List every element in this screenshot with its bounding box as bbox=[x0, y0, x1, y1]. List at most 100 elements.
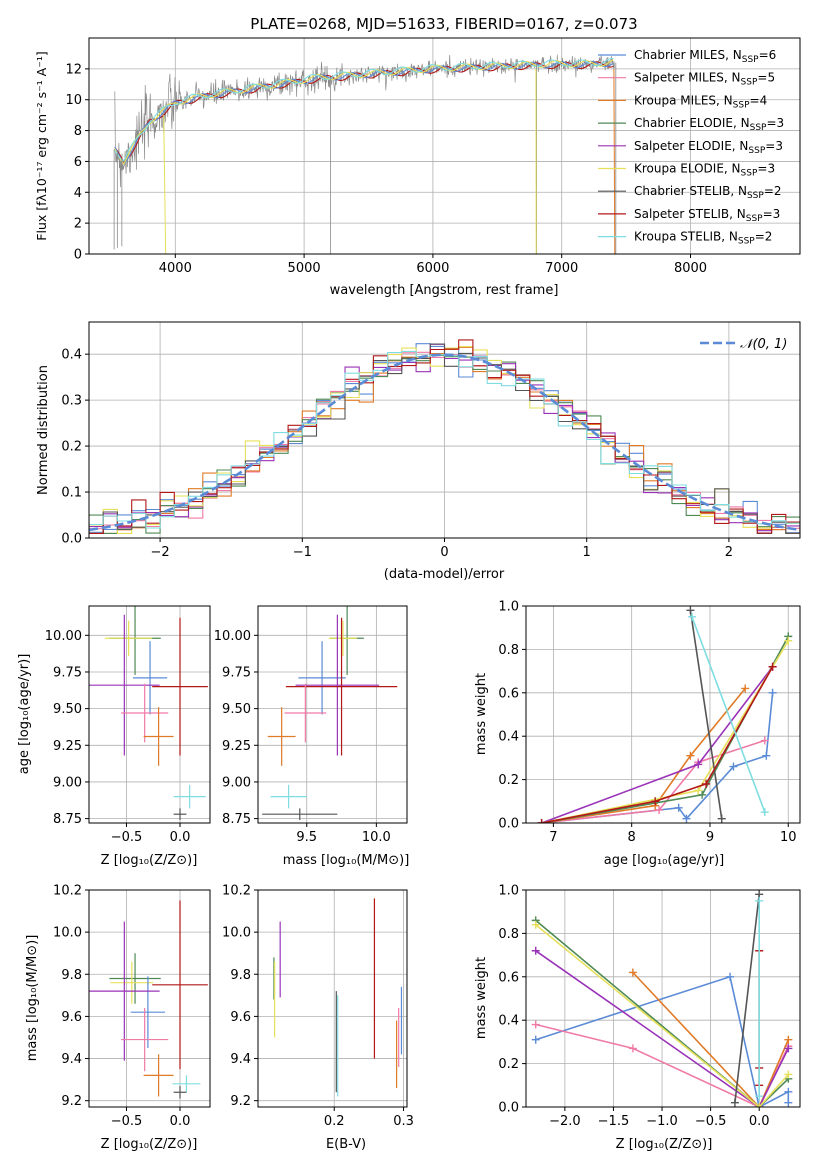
y-tick-label: 0.6 bbox=[498, 970, 519, 985]
y-label: mass weight bbox=[474, 673, 489, 755]
y-tick-label: 10.2 bbox=[53, 884, 82, 899]
weight-marker bbox=[784, 1070, 793, 1079]
x-tick-label: 9.5 bbox=[296, 830, 317, 845]
x-tick-label: −2 bbox=[151, 545, 170, 560]
x-tick-label: 0.0 bbox=[170, 1114, 191, 1129]
histogram-steps bbox=[89, 339, 800, 534]
weight-line-kroupa_elodie bbox=[535, 924, 789, 1107]
x-tick-label: 0.2 bbox=[324, 1114, 345, 1129]
weight-marker bbox=[717, 814, 726, 823]
weight_vs_age-frame bbox=[525, 605, 801, 824]
weight-marker bbox=[768, 688, 777, 697]
legend-label: Kroupa STELIB, NSSP=2 bbox=[634, 230, 772, 247]
y-tick-label: 0.6 bbox=[498, 686, 519, 701]
weight-line-kroupa_elodie bbox=[541, 640, 789, 823]
mass_vs_ebv-frame bbox=[257, 889, 408, 1108]
age_vs_mass-axes bbox=[254, 606, 407, 827]
y-tick-label: 9.25 bbox=[53, 739, 82, 754]
y-tick-label: 0.3 bbox=[61, 394, 82, 409]
y-tick-label: 9.75 bbox=[222, 665, 251, 680]
x-tick-label: 0.0 bbox=[170, 830, 191, 845]
x-tick-label: 10 bbox=[780, 830, 797, 845]
y-tick-label: 9.25 bbox=[222, 739, 251, 754]
weight-marker bbox=[651, 797, 660, 806]
y-tick-label: 9.8 bbox=[230, 968, 251, 983]
x-label: mass [log₁₀(M/M⊙)] bbox=[283, 853, 410, 868]
weight-marker bbox=[694, 786, 703, 795]
weight-marker bbox=[726, 972, 735, 981]
weight-marker bbox=[784, 1044, 793, 1053]
y-tick-label: 9.2 bbox=[61, 1094, 82, 1109]
y-tick-label: 12 bbox=[65, 62, 82, 77]
weight_vs_Z-frame bbox=[525, 889, 801, 1108]
y-tick-label: 9.00 bbox=[222, 775, 251, 790]
legend-label: Chabrier ELODIE, NSSP=3 bbox=[634, 116, 784, 133]
y-tick-label: 0 bbox=[74, 248, 82, 263]
x-tick-label: 0 bbox=[440, 545, 448, 560]
weight-marker bbox=[698, 790, 707, 799]
x-label: E(B-V) bbox=[326, 1137, 366, 1152]
residual_hist-frame bbox=[88, 321, 801, 539]
weight-marker bbox=[755, 1103, 764, 1107]
weight-marker bbox=[784, 1098, 793, 1107]
y-tick-label: 1.0 bbox=[498, 600, 519, 615]
x-tick-label: 5000 bbox=[288, 261, 321, 276]
y-tick-label: 0.4 bbox=[498, 730, 519, 745]
y-tick-label: 9.6 bbox=[61, 1010, 82, 1025]
y-tick-label: 10 bbox=[65, 93, 82, 108]
y-tick-label: 4 bbox=[74, 186, 82, 201]
x-tick-label: −2.0 bbox=[549, 1114, 581, 1129]
x-label: wavelength [Angstrom, rest frame] bbox=[330, 283, 559, 298]
legend-label: Salpeter MILES, NSSP=5 bbox=[634, 71, 775, 88]
x-label: Z [log₁₀(Z/Z⊙)] bbox=[101, 1137, 198, 1152]
observed-spectrum bbox=[114, 54, 615, 188]
x-label: Z [log₁₀(Z/Z⊙)] bbox=[616, 1137, 713, 1152]
weight-marker bbox=[655, 805, 664, 814]
y-tick-label: 9.75 bbox=[53, 665, 82, 680]
weight_vs_age-lines bbox=[537, 606, 793, 823]
legend-label: Salpeter STELIB, NSSP=3 bbox=[634, 207, 780, 224]
weight_vs_Z-lines bbox=[531, 890, 793, 1107]
x-tick-label: 7000 bbox=[545, 261, 578, 276]
model-spectrum-kroupa_stelib bbox=[114, 57, 614, 162]
weight-line-kroupa_miles bbox=[541, 687, 746, 823]
y-tick-label: 9.4 bbox=[230, 1052, 251, 1067]
x-tick-label: −1 bbox=[293, 545, 312, 560]
x-tick-label: −0.5 bbox=[695, 1114, 727, 1129]
mass_vs_Z-points bbox=[89, 900, 208, 1099]
weight-marker bbox=[755, 896, 764, 905]
weight-marker bbox=[768, 662, 777, 671]
x-tick-label: 10.0 bbox=[362, 830, 391, 845]
model-spectrum-kroupa_elodie bbox=[114, 59, 614, 165]
y-tick-label: 9.8 bbox=[61, 968, 82, 983]
y-tick-label: 1.0 bbox=[498, 884, 519, 899]
legend-label: Chabrier STELIB, NSSP=2 bbox=[634, 184, 782, 201]
y-tick-label: 8.75 bbox=[53, 812, 82, 827]
weight-line-salpeter_miles bbox=[541, 739, 766, 823]
legend-label: 𝒩(0, 1) bbox=[740, 337, 787, 352]
mass_vs_ebv-points bbox=[273, 898, 403, 1097]
weight-marker bbox=[760, 736, 769, 745]
weight-marker bbox=[760, 808, 769, 817]
spectrum-lines bbox=[113, 54, 617, 254]
y-label: age [log₁₀(age/yr)] bbox=[17, 654, 32, 775]
y-tick-label: 10.00 bbox=[214, 629, 251, 644]
y-tick-label: 2 bbox=[74, 217, 82, 232]
y-tick-label: 0.8 bbox=[498, 643, 519, 658]
weight-line-salpeter_elodie bbox=[535, 950, 790, 1107]
spectrum-frame bbox=[88, 37, 801, 255]
y-tick-label: 10.2 bbox=[222, 884, 251, 899]
mass_vs_Z-frame bbox=[88, 889, 211, 1108]
weight-line-chabrier_elodie bbox=[535, 919, 789, 1107]
weight-marker bbox=[531, 1020, 540, 1029]
weight-marker bbox=[784, 636, 793, 645]
weight-line-kroupa_miles bbox=[632, 971, 790, 1107]
y-label: mass weight bbox=[474, 957, 489, 1039]
y-tick-label: 0.4 bbox=[61, 348, 82, 363]
y-tick-label: 0.2 bbox=[61, 440, 82, 455]
weight-marker bbox=[784, 1035, 793, 1044]
weight-line-salpeter_stelib bbox=[541, 666, 774, 823]
y-tick-label: 10.0 bbox=[222, 926, 251, 941]
weight-line-chabrier_stelib bbox=[689, 610, 723, 819]
